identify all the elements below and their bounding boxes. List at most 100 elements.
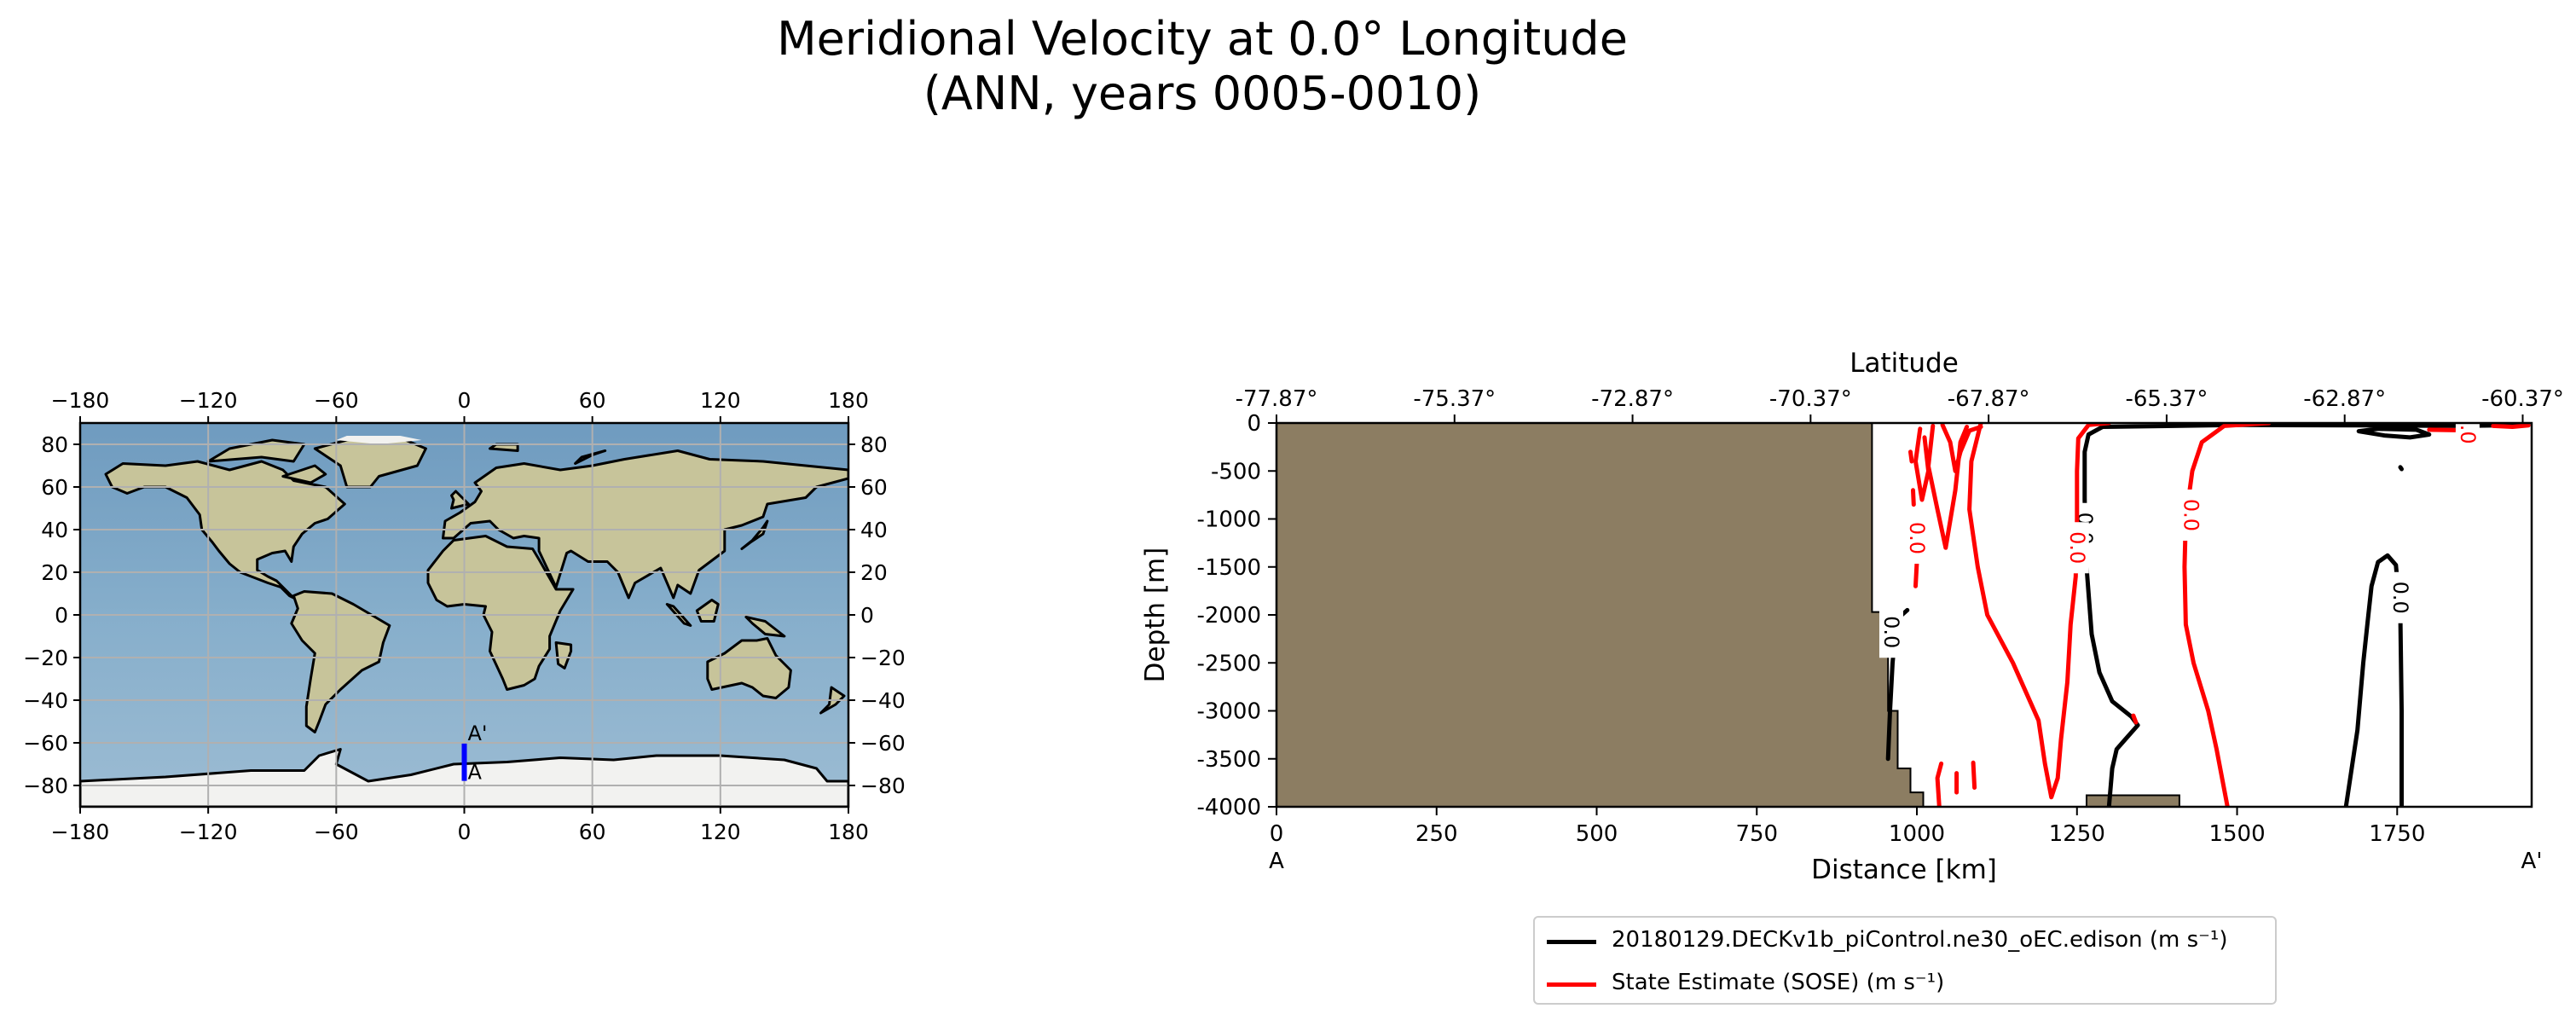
continent-south-america: [290, 590, 391, 733]
legend-label-model: 20180129.DECKv1b_piControl.ne30_oEC.edis…: [1612, 927, 2228, 953]
contour-line-model: [2356, 426, 2432, 440]
section-top-tick-label: -75.37°: [1413, 386, 1496, 412]
contour-line-observation: [1971, 760, 1977, 790]
continent-arctic-islands-2: [281, 464, 327, 484]
contour-label-bg-observation: [2455, 423, 2480, 454]
map-ytick-label-left: −60: [23, 731, 68, 756]
contour-line-observation: [2491, 423, 2531, 429]
section-ytick-label: -4000: [1196, 795, 1261, 820]
map-tick-labels: −180 −180 −120 −120 −60 −60 0 0 60 60 120 120 180 180…: [23, 388, 906, 844]
contour-label-model: 0.0: [1879, 616, 1903, 648]
contour-line-observation: [1911, 488, 1916, 507]
map-xtick-label-bottom: −120: [179, 820, 238, 844]
contour-line-observation: [2427, 427, 2457, 432]
map-xtick-label-top: −60: [314, 388, 359, 413]
section-xtick-label: 750: [1735, 821, 1778, 847]
section-end-label: A': [2521, 849, 2543, 874]
contour-label-observation: 0.0: [1905, 522, 1929, 554]
contour-label-bg-model: [2388, 571, 2413, 623]
continent-new-guinea: [744, 616, 786, 638]
section-ytick-label: -1500: [1196, 555, 1261, 581]
map-xtick-label-bottom: 180: [828, 820, 869, 844]
contour-line-observation: [1940, 423, 1983, 473]
section-top-tick-label: -62.87°: [2303, 386, 2386, 412]
continent-svalbard: [489, 443, 519, 452]
map-ytick-label-right: 40: [860, 518, 888, 542]
legend: 20180129.DECKv1b_piControl.ne30_oEC.edis…: [1533, 916, 2277, 1005]
legend-item-observation: State Estimate (SOSE) (m s⁻¹): [1535, 962, 2275, 1005]
map-ytick-label-left: 20: [41, 560, 68, 585]
map-xtick-label-top: 0: [458, 388, 472, 413]
section-ytick-label: -3500: [1196, 747, 1261, 773]
section-start-label: A: [468, 761, 483, 785]
contours-observation: 0.0 0.0 0.0 0.0: [1905, 412, 2531, 807]
map-xtick-label-bottom: 120: [700, 820, 741, 844]
section-top-tick-label: -77.87°: [1236, 386, 1318, 412]
map-ytick-label-left: 40: [41, 518, 68, 542]
section-ytick-label: -3000: [1196, 699, 1261, 725]
section-top-tick-label: -70.37°: [1769, 386, 1852, 412]
map-ytick-label-right: −80: [860, 774, 906, 798]
location-map: A' A −180 −180 −120 −120 −60 −60 0 0 60 60 120 120 180…: [23, 388, 906, 844]
section-ylabel: Depth [m]: [1140, 548, 1171, 683]
contour-label-observation: 0.0: [2179, 499, 2203, 531]
section-content: 0.00.00.00.00.00.00.0: [1276, 412, 2531, 807]
contour-label-bg-observation: [2064, 522, 2089, 574]
contour-line-observation: [2182, 423, 2272, 807]
map-ytick-label-right: −40: [860, 688, 906, 713]
section-top-tick-label: -60.37°: [2481, 386, 2564, 412]
map-ytick-label-right: 60: [860, 475, 888, 500]
contour-label-bg-model: [1878, 606, 1903, 658]
contour-label-bg-observation: [1905, 513, 1930, 564]
section-xtick-label: 500: [1576, 821, 1618, 847]
contour-line-observation: [1913, 559, 1919, 588]
map-xtick-label-bottom: −180: [51, 820, 110, 844]
map-ytick-label-left: 60: [41, 475, 68, 500]
continent-japan: [740, 519, 769, 550]
seamount: [2086, 794, 2180, 807]
section-xtick-label: 1250: [2049, 821, 2105, 847]
section-ytick-label: -1000: [1196, 507, 1261, 533]
contour-line-model: [2398, 465, 2404, 472]
map-ytick-label-right: −20: [860, 646, 906, 670]
section-ytick-label: -2500: [1196, 651, 1261, 676]
section-xtick-label: 0: [1270, 821, 1284, 847]
map-ytick-label-left: 80: [41, 432, 68, 457]
continent-australia: [706, 637, 792, 699]
map-xtick-label-bottom: 60: [579, 820, 606, 844]
contour-line-model: [2343, 553, 2404, 807]
map-xtick-label-top: 120: [700, 388, 741, 413]
legend-item-model: 20180129.DECKv1b_piControl.ne30_oEC.edis…: [1535, 919, 2275, 962]
section-xtick-label: 1750: [2369, 821, 2425, 847]
title-line-2: (ANN, years 0005-0010): [923, 67, 1482, 120]
map-ytick-label-left: −20: [23, 646, 68, 670]
section-ytick-label: -2000: [1196, 603, 1261, 629]
contour-line-observation: [1926, 423, 1970, 550]
map-ytick-label-right: 80: [860, 432, 888, 457]
contour-label-observation: 0.0: [2456, 412, 2480, 444]
map-xtick-label-bottom: 0: [458, 820, 472, 844]
title-line-1: Meridional Velocity at 0.0° Longitude: [777, 12, 1628, 66]
contour-line-observation: [2131, 713, 2139, 725]
section-xtick-label: 1000: [1889, 821, 1945, 847]
section-top-tick-label: -67.87°: [1948, 386, 2030, 412]
contour-line-observation: [1967, 423, 2111, 800]
legend-swatch-model: [1547, 940, 1596, 944]
continent-novaya-zemlya: [574, 449, 607, 465]
section-xtick-label: 250: [1415, 821, 1458, 847]
section-start-label: A: [1269, 849, 1284, 874]
legend-label-observation: State Estimate (SOSE) (m s⁻¹): [1612, 970, 1945, 995]
section-end-label: A': [468, 722, 488, 745]
section-top-tick-label: -65.37°: [2126, 386, 2208, 412]
map-ytick-label-right: 20: [860, 560, 888, 585]
greenland-ice: [336, 436, 422, 444]
map-ytick-label-right: 0: [860, 603, 874, 628]
legend-swatch-observation: [1547, 982, 1596, 987]
continent-borneo: [695, 599, 720, 623]
contour-label-bg-observation: [2179, 490, 2203, 541]
section-xlabel: Distance [km]: [1811, 855, 1997, 885]
section-ytick-label: -500: [1211, 459, 1261, 484]
map-xtick-label-top: 60: [579, 388, 606, 413]
map-ytick-label-left: −40: [23, 688, 68, 713]
